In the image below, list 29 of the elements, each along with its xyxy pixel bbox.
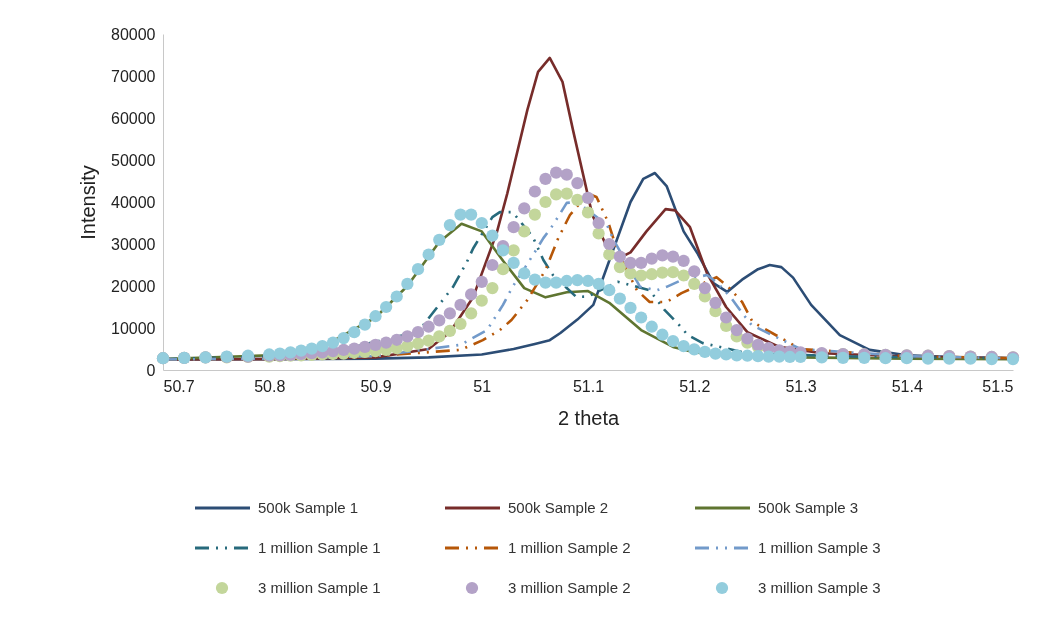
legend-label: 1 million Sample 1 bbox=[258, 539, 381, 556]
legend-label: 3 million Sample 3 bbox=[758, 579, 881, 596]
legend-label: 1 million Sample 2 bbox=[508, 539, 631, 556]
y-tick-label: 40000 bbox=[111, 193, 156, 211]
x-tick-label: 51.4 bbox=[891, 377, 923, 395]
legend-label: 500k Sample 1 bbox=[258, 499, 359, 516]
x-tick-label: 51 bbox=[473, 377, 492, 395]
x-tick-label: 51.2 bbox=[679, 377, 711, 395]
y-tick-label: 20000 bbox=[111, 277, 156, 295]
legend-label: 1 million Sample 3 bbox=[758, 539, 881, 556]
x-axis-title: 2 theta bbox=[557, 406, 620, 429]
x-tick-label: 50.8 bbox=[254, 377, 286, 395]
y-tick-label: 70000 bbox=[111, 67, 156, 85]
legend-label: 3 million Sample 2 bbox=[508, 579, 631, 596]
y-tick-label: 60000 bbox=[111, 109, 156, 127]
y-tick-label: 80000 bbox=[111, 25, 156, 43]
x-tick-label: 51.3 bbox=[785, 377, 817, 395]
legend-label: 3 million Sample 1 bbox=[258, 579, 381, 596]
x-tick-label: 50.9 bbox=[360, 377, 392, 395]
x-tick-label: 51.5 bbox=[982, 377, 1014, 395]
x-tick-label: 51.1 bbox=[572, 377, 605, 395]
y-tick-label: 50000 bbox=[111, 151, 156, 169]
x-tick-label: 50.7 bbox=[163, 377, 195, 395]
y-axis-title: Intensity bbox=[77, 165, 100, 240]
y-tick-label: 10000 bbox=[111, 319, 156, 337]
y-tick-label: 30000 bbox=[111, 235, 156, 253]
y-tick-label: 0 bbox=[146, 361, 156, 379]
legend-label: 500k Sample 2 bbox=[508, 499, 609, 516]
legend-label: 500k Sample 3 bbox=[758, 499, 859, 516]
